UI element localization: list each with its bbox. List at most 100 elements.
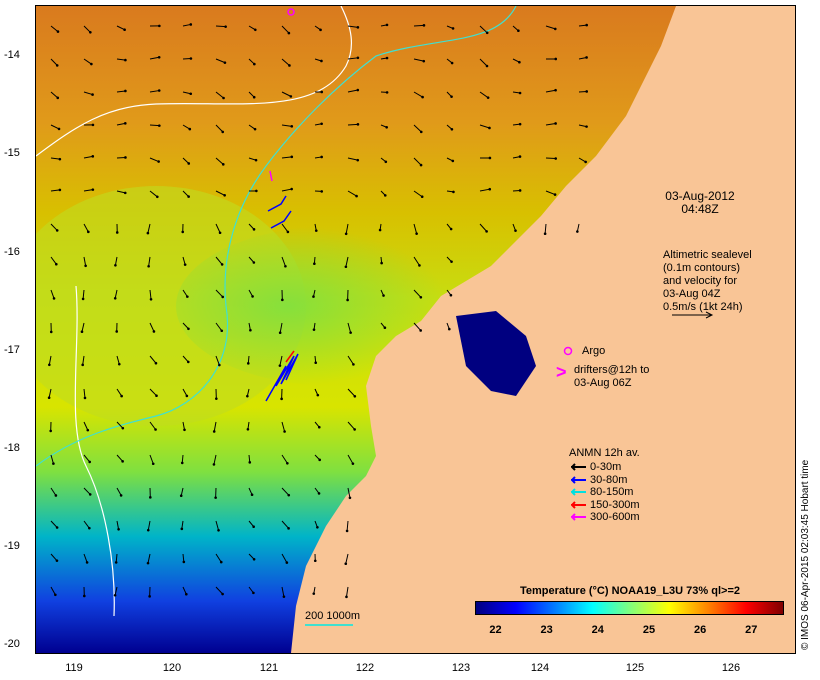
- velocity-arrow-head: [287, 493, 291, 497]
- velocity-arrow-head: [554, 122, 557, 125]
- lon-tick: 119: [65, 662, 83, 674]
- legend-item-label: 0-30m: [587, 461, 622, 473]
- lat-tick: -18: [4, 442, 20, 454]
- timestamp-date: 03-Aug-2012: [665, 189, 735, 203]
- velocity-arrow-head: [289, 95, 293, 98]
- velocity-arrow-head: [518, 155, 522, 158]
- velocity-arrow-head: [320, 190, 324, 193]
- velocity-arrow-head: [55, 526, 59, 529]
- velocity-arrow-head: [124, 89, 127, 93]
- velocity-arrow: [281, 91, 292, 97]
- velocity-arrow-head: [113, 593, 117, 597]
- velocity-arrow-head: [146, 528, 150, 532]
- velocity-arrow-head: [252, 228, 256, 231]
- lat-tick: -14: [4, 49, 20, 61]
- velocity-arrow: [147, 223, 151, 234]
- velocity-arrow-head: [48, 363, 51, 367]
- velocity-arrow-head: [287, 31, 291, 35]
- velocity-arrow: [281, 487, 290, 496]
- velocity-arrow-head: [248, 461, 252, 464]
- velocity-arrow-head: [123, 28, 126, 32]
- colorbar-tick-label: 23: [540, 624, 553, 636]
- velocity-arrow: [345, 223, 349, 234]
- velocity-arrow: [345, 256, 349, 267]
- velocity-arrow-head: [518, 122, 522, 126]
- velocity-arrow: [281, 188, 292, 192]
- velocity-arrow: [281, 586, 285, 597]
- velocity-arrow: [347, 421, 356, 430]
- velocity-arrow-head: [353, 394, 357, 398]
- velocity-arrow: [215, 58, 226, 64]
- velocity-arrow-head: [81, 363, 84, 367]
- velocity-arrow-head: [188, 127, 192, 131]
- velocity-arrow-head: [317, 425, 321, 429]
- velocity-arrow-head: [189, 23, 193, 26]
- contour-1000m: [36, 6, 352, 157]
- legend-arrow-icon: [569, 463, 586, 471]
- velocity-arrow-head: [254, 158, 258, 162]
- drifter-track: [265, 353, 299, 402]
- velocity-arrow: [213, 421, 217, 432]
- velocity-arrow-head: [320, 155, 323, 159]
- velocity-arrow-head: [189, 57, 193, 60]
- velocity-arrow: [50, 189, 60, 192]
- velocity-arrow-head: [218, 363, 221, 367]
- velocity-arrow-head: [353, 428, 356, 431]
- altimetric-note: Altimetric sealevel (0.1m contours) and …: [663, 249, 763, 314]
- scale-arrow-icon: [672, 311, 714, 319]
- velocity-arrow: [281, 156, 292, 159]
- velocity-arrow-head: [485, 64, 489, 68]
- velocity-arrow: [149, 124, 160, 127]
- velocity-arrow-head: [346, 298, 349, 302]
- velocity-arrow-head: [114, 264, 117, 267]
- velocity-arrow: [281, 58, 290, 66]
- velocity-arrow: [281, 256, 286, 267]
- velocity-arrow: [83, 553, 88, 563]
- velocity-arrow-head: [485, 31, 489, 35]
- velocity-arrow-head: [183, 428, 186, 432]
- velocity-arrow-head: [180, 527, 184, 531]
- velocity-arrow-head: [83, 396, 87, 400]
- velocity-arrow-head: [87, 230, 90, 234]
- velocity-arrow-head: [181, 230, 185, 234]
- velocity-arrow-head: [221, 295, 225, 299]
- velocity-arrow: [83, 487, 91, 495]
- velocity-arrow: [281, 124, 292, 127]
- colorbar-tick-label: 27: [745, 624, 758, 636]
- velocity-arrow-head: [189, 92, 193, 96]
- contour-scale-line: [305, 624, 353, 626]
- velocity-arrow-head: [419, 130, 423, 134]
- velocity-arrow: [413, 289, 422, 298]
- velocity-arrow-head: [316, 393, 320, 397]
- velocity-arrow: [213, 454, 217, 465]
- velocity-arrow: [413, 91, 423, 98]
- velocity-arrow-head: [224, 25, 227, 28]
- velocity-arrow: [50, 91, 59, 99]
- velocity-arrow-head: [120, 394, 123, 398]
- velocity-arrow-head: [585, 125, 588, 128]
- note-line: Altimetric sealevel: [663, 249, 752, 261]
- velocity-arrow-head: [285, 561, 289, 564]
- velocity-arrow-head: [217, 529, 220, 532]
- velocity-arrow: [215, 25, 226, 28]
- velocity-arrow: [116, 388, 123, 397]
- velocity-arrow: [147, 520, 151, 531]
- colorbar-tick-label: 22: [489, 624, 502, 636]
- velocity-arrow-head: [157, 89, 161, 92]
- velocity-arrow: [479, 188, 490, 192]
- velocity-arrow: [215, 91, 224, 99]
- velocity-arrow: [182, 289, 188, 297]
- velocity-arrow: [479, 91, 489, 99]
- velocity-arrow: [115, 553, 118, 563]
- velocity-arrow-head: [184, 592, 188, 596]
- velocity-arrow: [281, 421, 286, 432]
- drifter-arrow: [269, 170, 273, 182]
- drifters-line: drifters@12h to: [574, 364, 650, 376]
- velocity-arrow-head: [88, 460, 91, 464]
- velocity-arrow-head: [49, 429, 52, 433]
- note-line: 03-Aug 04Z: [663, 288, 721, 300]
- velocity-arrow-head: [320, 122, 323, 126]
- lat-tick: -20: [4, 638, 20, 650]
- note-line: 0.5m/s (1kt 24h): [663, 301, 743, 313]
- velocity-arrow: [116, 25, 125, 31]
